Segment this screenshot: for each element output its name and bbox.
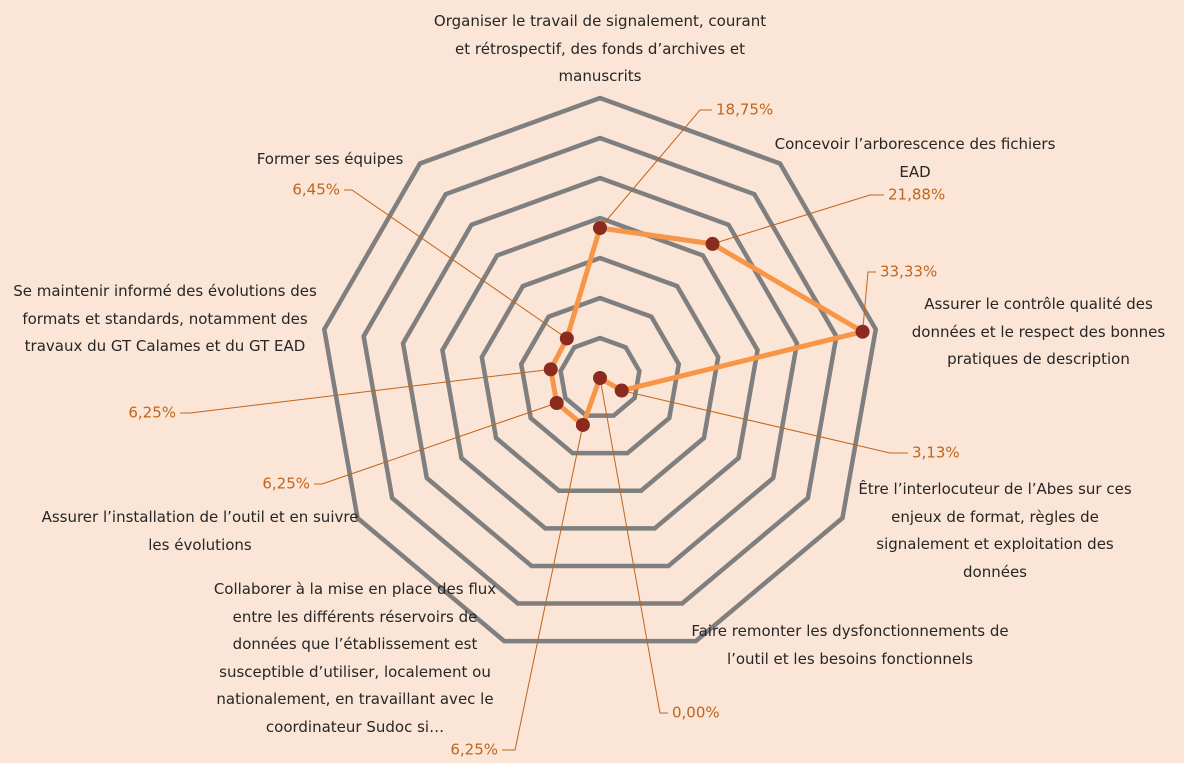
leader-line — [712, 194, 884, 245]
category-label: Se maintenir informé des évolutions des … — [13, 282, 317, 355]
data-point — [614, 383, 629, 398]
category-label: Concevoir l’arborescence des fichiers EA… — [774, 135, 1056, 181]
data-point — [705, 236, 720, 251]
data-point — [575, 417, 590, 432]
value-label: 6,25% — [262, 475, 310, 493]
data-point — [593, 221, 607, 235]
category-label: Assurer l’installation de l’outil et en … — [41, 508, 359, 554]
leader-line — [502, 424, 584, 751]
category-label: Former ses équipes — [256, 150, 404, 168]
data-point — [855, 324, 870, 339]
category-label: Faire remonter les dysfonctionnements de… — [691, 622, 1009, 668]
leader-line — [314, 402, 557, 485]
value-label: 33,33% — [880, 263, 937, 281]
category-label: Assurer le contrôle qualité des données … — [911, 295, 1166, 368]
value-label: 6,45% — [292, 181, 340, 199]
data-point — [549, 396, 564, 410]
grid-ring — [479, 255, 721, 494]
grid-ring — [400, 175, 800, 569]
leader-line — [621, 390, 908, 454]
data-line — [548, 225, 866, 428]
value-label: 21,88% — [888, 186, 945, 204]
category-label: Collaborer à la mise en place des flux e… — [213, 580, 497, 736]
leader-line — [599, 109, 712, 229]
leader-line — [344, 189, 568, 339]
grid-ring — [440, 215, 760, 531]
grid-ring — [558, 335, 642, 418]
value-label: 18,75% — [716, 101, 773, 119]
data-point — [559, 331, 574, 346]
data-point — [593, 371, 607, 385]
value-label: 6,25% — [450, 741, 498, 759]
leader-line — [180, 368, 551, 414]
leader-line — [862, 271, 876, 332]
value-label: 3,13% — [912, 444, 960, 462]
leader-line — [599, 377, 668, 714]
data-point — [543, 362, 558, 377]
category-label: Être l’interlocuteur de l’Abes sur ces e… — [858, 480, 1132, 581]
grid-ring — [321, 95, 879, 644]
category-label: Organiser le travail de signalement, cou… — [433, 12, 767, 85]
value-label: 0,00% — [672, 704, 720, 722]
grid-ring — [518, 295, 682, 456]
grid-ring — [361, 135, 839, 606]
value-label: 6,25% — [128, 404, 176, 422]
